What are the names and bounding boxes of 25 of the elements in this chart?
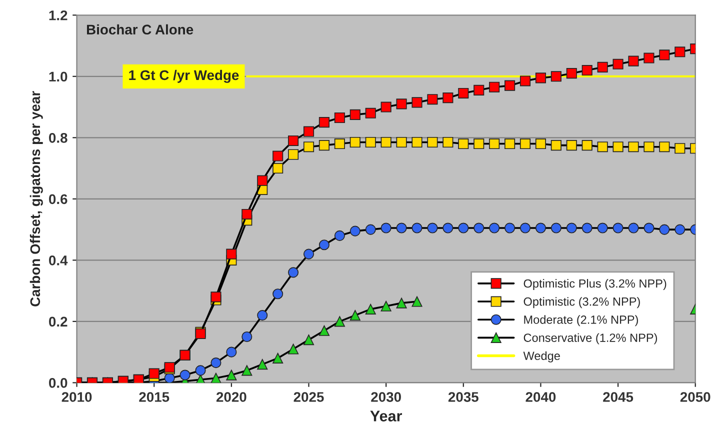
x-axis-title: Year xyxy=(370,410,402,422)
x-tick-label: 2025 xyxy=(294,392,324,402)
legend-label: Wedge xyxy=(523,351,560,362)
x-tick-label: 2045 xyxy=(603,392,634,402)
annotation: Biochar C Alone xyxy=(86,24,194,35)
x-tick-label: 2010 xyxy=(62,392,92,402)
y-tick-label: 1.0 xyxy=(49,72,68,82)
y-tick-label: 1.2 xyxy=(49,10,68,20)
x-tick-label: 2050 xyxy=(680,392,710,402)
y-tick-label: 0.8 xyxy=(49,132,68,143)
y-tick-label: 0.2 xyxy=(49,316,68,327)
legend-label: Optimistic (3.2% NPP) xyxy=(524,297,640,308)
x-tick-label: 2035 xyxy=(448,392,478,402)
x-tick-label: 2015 xyxy=(139,392,170,402)
legend-label: Moderate (2.1% NPP) xyxy=(524,315,638,326)
x-tick-label: 2040 xyxy=(526,392,556,402)
y-axis-title: Carbon Offset, gigatons per year xyxy=(30,91,43,306)
x-tick-label: 2020 xyxy=(216,392,246,402)
annotation: 1 Gt C /yr Wedge xyxy=(129,70,239,83)
y-tick-label: 0.6 xyxy=(49,194,68,204)
y-tick-label: 0.4 xyxy=(49,256,68,266)
legend-label: Conservative (1.2% NPP) xyxy=(524,333,658,344)
legend-label: Optimistic Plus (3.2% NPP) xyxy=(524,279,666,290)
x-tick-label: 2030 xyxy=(371,392,401,402)
y-tick-label: 0.0 xyxy=(49,378,68,388)
